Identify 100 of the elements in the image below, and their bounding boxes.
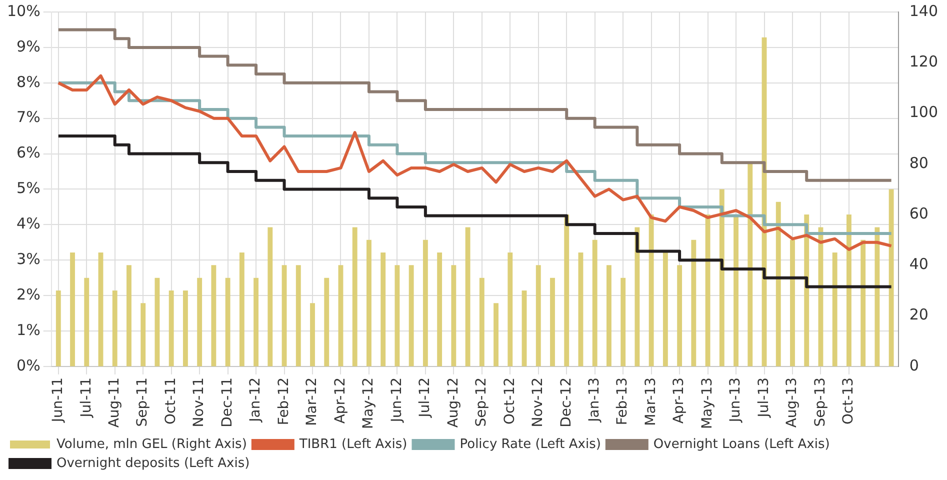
- bar: [140, 303, 146, 366]
- bar: [225, 278, 230, 366]
- x-tick-label: Apr-12: [332, 377, 348, 424]
- x-tick-label: May-12: [360, 377, 377, 430]
- bar: [98, 252, 104, 366]
- bar: [408, 265, 414, 366]
- bar: [634, 227, 640, 366]
- x-tick-label: Aug-13: [784, 377, 800, 428]
- bar: [860, 240, 866, 366]
- x-tick-label: Oct-13: [840, 377, 857, 425]
- bar: [352, 227, 358, 366]
- x-tick-label: Sep-13: [812, 377, 828, 427]
- bar: [310, 303, 315, 366]
- x-tick-label: Jun-13: [728, 377, 744, 424]
- x-tick-label: Feb-13: [614, 377, 631, 426]
- legend-label: TIBR1 (Left Axis): [298, 436, 408, 452]
- bar: [211, 265, 216, 366]
- bar: [677, 265, 682, 366]
- bar: [70, 252, 75, 366]
- bar: [691, 240, 696, 366]
- bar: [182, 290, 188, 366]
- y2-tick-label: 100: [909, 103, 938, 122]
- bar: [846, 214, 852, 366]
- bar: [126, 265, 132, 366]
- y-tick-label: 10%: [6, 2, 40, 20]
- x-tick-label: Nov-11: [191, 377, 208, 428]
- y2-tick-label: 40: [909, 255, 928, 274]
- bar: [56, 290, 61, 366]
- x-tick-label: Jul-13: [756, 377, 772, 418]
- bar: [197, 278, 202, 366]
- x-tick-label: Jul-12: [417, 377, 434, 418]
- y-tick-label: 7%: [16, 108, 40, 126]
- bar: [522, 290, 527, 366]
- x-tick-label: May-13: [699, 377, 716, 430]
- bar: [394, 265, 400, 366]
- bar: [832, 252, 838, 366]
- legend-label: Overnight Loans (Left Axis): [653, 436, 830, 452]
- x-tick-label: Mar-13: [642, 377, 659, 426]
- x-tick-label: Jun-11: [50, 377, 66, 424]
- bar: [578, 252, 584, 366]
- bar: [719, 189, 724, 366]
- x-tick-label: Sep-12: [474, 377, 490, 427]
- x-tick-label: Apr-13: [671, 377, 688, 424]
- y-tick-label: 8%: [16, 72, 40, 91]
- x-tick-label: Aug-12: [445, 377, 462, 428]
- bar: [888, 189, 894, 366]
- y-tick-label: 0%: [16, 356, 40, 374]
- x-tick-label: Feb-12: [276, 377, 292, 426]
- bar: [606, 265, 612, 366]
- y-tick-label: 9%: [16, 37, 40, 56]
- bar: [168, 290, 174, 366]
- x-tick-label: Oct-12: [502, 377, 518, 425]
- x-tick-label: Mar-12: [304, 377, 320, 426]
- legend-label: Overnight deposits (Left Axis): [56, 456, 250, 471]
- bar: [338, 265, 344, 366]
- bar: [422, 240, 428, 366]
- bar: [84, 278, 90, 366]
- x-tick-label: Jul-11: [78, 377, 94, 418]
- bar: [154, 278, 160, 366]
- bar: [662, 252, 668, 366]
- bar: [437, 252, 442, 366]
- bar: [254, 278, 259, 366]
- legend-label: Policy Rate (Left Axis): [460, 436, 601, 452]
- bar: [282, 265, 287, 366]
- y-tick-label: 1%: [16, 320, 40, 339]
- bar: [239, 252, 244, 366]
- legend-label: Volume, mln GEL (Right Axis): [56, 436, 247, 452]
- x-tick-label: Dec-12: [558, 377, 574, 428]
- bar: [705, 214, 710, 366]
- bar: [536, 265, 541, 366]
- x-tick-label: Aug-11: [106, 377, 123, 428]
- bar: [620, 278, 626, 366]
- bar: [494, 303, 498, 366]
- bar: [550, 278, 555, 366]
- y-tick-label: 2%: [16, 285, 40, 304]
- bar: [366, 240, 372, 366]
- bar: [268, 227, 273, 366]
- bar: [479, 278, 484, 366]
- bar: [508, 252, 513, 366]
- bar: [112, 290, 118, 366]
- bar: [592, 240, 598, 366]
- y2-tick-label: 140: [909, 2, 938, 20]
- bar: [790, 240, 795, 366]
- y2-tick-label: 120: [909, 52, 938, 71]
- bar: [296, 265, 301, 366]
- bar: [564, 214, 570, 366]
- bar: [451, 265, 456, 366]
- bar: [380, 252, 386, 366]
- x-tick-label: Sep-11: [134, 377, 151, 427]
- bar: [324, 278, 330, 366]
- y-tick-label: 6%: [16, 144, 40, 162]
- bar: [776, 202, 781, 366]
- y2-tick-label: 0: [909, 356, 919, 374]
- bar: [465, 227, 470, 366]
- bar: [648, 214, 654, 366]
- x-tick-label: Nov-12: [530, 377, 546, 428]
- y-tick-label: 4%: [16, 214, 40, 233]
- bar: [748, 164, 753, 366]
- y-tick-label: 5%: [16, 179, 40, 198]
- x-tick-label: Jan-13: [586, 377, 602, 423]
